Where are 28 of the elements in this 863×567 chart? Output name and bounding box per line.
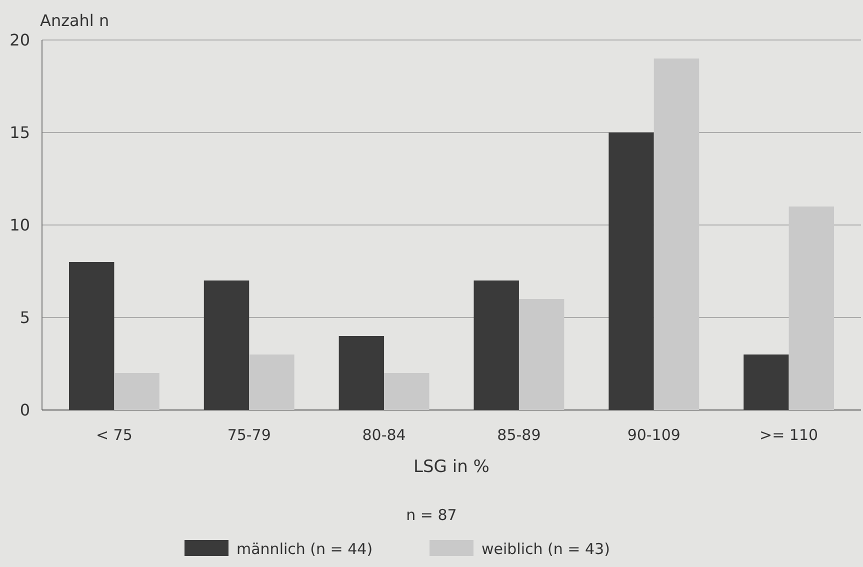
x-axis-title: LSG in % [414,457,490,477]
y-tick-label: 10 [10,216,30,235]
bar [68,262,114,410]
bar [249,354,294,410]
bar [608,132,654,410]
bar [744,354,789,410]
y-tick-label: 20 [10,30,30,50]
bar [114,373,160,410]
bar [518,299,564,410]
legend-label: männlich (n = 44) [236,540,373,558]
x-tick-label: 90-109 [627,426,680,444]
bar [788,206,834,410]
x-tick-label: < 75 [96,426,132,444]
bar [654,58,700,410]
x-tick-label: 85-89 [497,426,541,444]
bar [384,373,430,410]
bar [338,336,384,410]
x-tick-label: 80-84 [362,426,406,444]
text: n = 87 [406,506,457,524]
x-tick-label: >= 110 [760,426,818,444]
y-tick-label: 0 [20,400,30,420]
x-tick-label: 75-79 [227,426,271,444]
y-axis-title: Anzahl n [40,11,110,30]
legend-label: weiblich (n = 43) [482,540,610,558]
y-tick-label: 15 [10,123,30,142]
y-tick-label: 5 [20,308,30,328]
bar [474,280,519,410]
bar [204,280,250,410]
